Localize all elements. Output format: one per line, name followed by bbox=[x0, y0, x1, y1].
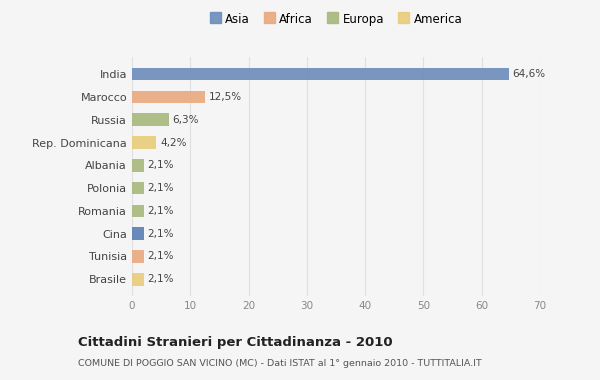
Text: Cittadini Stranieri per Cittadinanza - 2010: Cittadini Stranieri per Cittadinanza - 2… bbox=[78, 336, 392, 349]
Text: 12,5%: 12,5% bbox=[208, 92, 241, 102]
Bar bbox=[132, 68, 509, 81]
Text: 6,3%: 6,3% bbox=[172, 115, 199, 125]
Text: 4,2%: 4,2% bbox=[160, 138, 187, 147]
Bar bbox=[132, 159, 144, 172]
Bar bbox=[132, 114, 169, 126]
Text: COMUNE DI POGGIO SAN VICINO (MC) - Dati ISTAT al 1° gennaio 2010 - TUTTITALIA.IT: COMUNE DI POGGIO SAN VICINO (MC) - Dati … bbox=[78, 359, 482, 368]
Bar bbox=[132, 273, 144, 285]
Bar bbox=[132, 227, 144, 240]
Bar bbox=[132, 182, 144, 194]
Bar bbox=[132, 204, 144, 217]
Text: 2,1%: 2,1% bbox=[148, 229, 174, 239]
Text: 2,1%: 2,1% bbox=[148, 160, 174, 170]
Bar bbox=[132, 91, 205, 103]
Text: 2,1%: 2,1% bbox=[148, 183, 174, 193]
Bar bbox=[132, 136, 157, 149]
Legend: Asia, Africa, Europa, America: Asia, Africa, Europa, America bbox=[208, 10, 464, 28]
Text: 2,1%: 2,1% bbox=[148, 252, 174, 261]
Text: 2,1%: 2,1% bbox=[148, 274, 174, 284]
Text: 2,1%: 2,1% bbox=[148, 206, 174, 216]
Text: 64,6%: 64,6% bbox=[512, 69, 545, 79]
Bar bbox=[132, 250, 144, 263]
